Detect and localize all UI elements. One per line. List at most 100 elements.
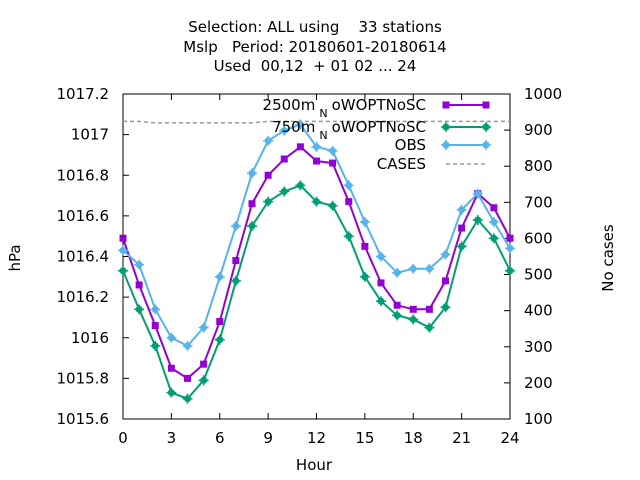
data-point-750m_N_oWOPTNoSC-arms xyxy=(295,180,306,191)
legend-item: OBS xyxy=(395,136,491,154)
y2-axis-label: No cases xyxy=(599,224,617,292)
chart-title-line-3: Used 00,12 + 01 02 ... 24 xyxy=(214,57,417,75)
y2-tick-label: 300 xyxy=(524,338,553,356)
data-point-OBS-arms xyxy=(343,180,354,191)
legend-marker-arms xyxy=(481,140,491,150)
data-point-750m_N_oWOPTNoSC-arms xyxy=(472,214,483,225)
y2-tick-label: 1000 xyxy=(524,85,562,103)
y2-tick-label: 200 xyxy=(524,374,553,392)
data-point-750m_N_oWOPTNoSC-arms xyxy=(263,196,274,207)
data-point-OBS-arms xyxy=(214,271,225,282)
data-point-OBS-arms xyxy=(408,263,419,274)
data-point-750m_N_oWOPTNoSC-arms xyxy=(166,387,177,398)
data-point-2500m_N_oWOPTNoSC xyxy=(313,157,320,165)
y-tick-label: 1015.6 xyxy=(57,410,110,428)
data-point-2500m_N_oWOPTNoSC xyxy=(167,364,175,372)
data-point-750m_N_oWOPTNoSC-arms xyxy=(198,375,209,386)
x-tick-label: 6 xyxy=(215,429,225,447)
data-point-OBS-arms xyxy=(311,141,322,152)
data-point-OBS-arms xyxy=(166,332,177,343)
x-tick-label: 12 xyxy=(307,429,326,447)
x-tick-label: 21 xyxy=(452,429,471,447)
data-point-OBS-arms xyxy=(118,245,128,256)
series-line-CASES xyxy=(123,120,510,124)
data-point-750m_N_oWOPTNoSC-arms xyxy=(424,322,435,333)
data-point-2500m_N_oWOPTNoSC xyxy=(442,277,449,285)
data-point-2500m_N_oWOPTNoSC xyxy=(216,318,224,325)
data-point-750m_N_oWOPTNoSC-arms xyxy=(392,310,403,321)
data-point-OBS-arms xyxy=(150,304,161,315)
data-point-750m_N_oWOPTNoSC-arms xyxy=(376,296,386,307)
data-point-2500m_N_oWOPTNoSC xyxy=(345,198,353,206)
data-point-750m_N_oWOPTNoSC-arms xyxy=(182,393,193,404)
legend-marker xyxy=(442,101,450,109)
x-tick-label: 24 xyxy=(500,429,519,447)
y-tick-label: 1017 xyxy=(71,126,109,144)
data-point-750m_N_oWOPTNoSC-arms xyxy=(134,304,145,315)
data-point-2500m_N_oWOPTNoSC xyxy=(264,171,272,179)
data-point-750m_N_oWOPTNoSC-arms xyxy=(505,265,515,276)
data-point-OBS-arms xyxy=(230,221,241,232)
data-point-OBS-arms xyxy=(424,263,435,274)
data-point-OBS-arms xyxy=(505,243,515,254)
data-point-750m_N_oWOPTNoSC-arms xyxy=(247,221,257,232)
data-point-2500m_N_oWOPTNoSC xyxy=(458,224,466,232)
legend-item: CASES xyxy=(377,155,486,173)
x-tick-label: 9 xyxy=(263,429,273,447)
data-point-750m_N_oWOPTNoSC-arms xyxy=(327,200,338,211)
data-point-2500m_N_oWOPTNoSC xyxy=(329,159,337,167)
x-tick-label: 18 xyxy=(404,429,423,447)
data-point-OBS-arms xyxy=(376,251,386,262)
data-point-2500m_N_oWOPTNoSC xyxy=(135,281,143,289)
data-point-2500m_N_oWOPTNoSC xyxy=(409,305,417,313)
data-point-2500m_N_oWOPTNoSC xyxy=(490,204,498,212)
data-point-750m_N_oWOPTNoSC-arms xyxy=(359,271,370,282)
legend-marker xyxy=(482,101,490,109)
data-point-750m_N_oWOPTNoSC-arms xyxy=(343,231,354,242)
data-point-2500m_N_oWOPTNoSC xyxy=(425,305,433,313)
series-line-750m_N_oWOPTNoSC xyxy=(122,184,511,400)
data-point-OBS-arms xyxy=(134,259,145,270)
y-tick-label: 1016 xyxy=(71,329,109,347)
legend-marker-arms xyxy=(481,122,491,132)
chart-title-line-1: Selection: ALL using 33 stations xyxy=(188,18,442,36)
x-tick-label: 3 xyxy=(167,429,177,447)
y2-tick-label: 600 xyxy=(524,229,553,247)
data-point-2500m_N_oWOPTNoSC xyxy=(361,242,369,250)
data-point-2500m_N_oWOPTNoSC xyxy=(280,155,288,163)
data-point-OBS-arms xyxy=(488,216,499,227)
plot-area: 0 3 6 9 12 15 18 21 24 1015.6 1015.8 1016 1016.2 1016… xyxy=(57,85,563,447)
legend-marker-arms xyxy=(441,140,451,150)
legend-label: CASES xyxy=(377,155,426,173)
x-tick-label: 15 xyxy=(355,429,374,447)
data-point-OBS-arms xyxy=(440,249,451,260)
y2-tick-label: 400 xyxy=(524,302,553,320)
data-point-OBS-arms xyxy=(247,168,257,179)
data-point-2500m_N_oWOPTNoSC xyxy=(296,143,304,151)
data-point-2500m_N_oWOPTNoSC xyxy=(151,322,159,330)
y2-tick-label: 800 xyxy=(524,157,553,175)
data-point-750m_N_oWOPTNoSC-arms xyxy=(440,302,451,313)
legend-marker-arms xyxy=(441,122,451,132)
data-point-OBS-arms xyxy=(327,145,338,156)
data-point-750m_N_oWOPTNoSC-arms xyxy=(214,334,225,345)
legend-label: OBS xyxy=(395,136,426,154)
data-point-OBS-arms xyxy=(392,267,403,278)
y2-tick-label: 700 xyxy=(524,193,553,211)
data-point-750m_N_oWOPTNoSC-arms xyxy=(279,186,290,197)
data-point-750m_N_oWOPTNoSC-arms xyxy=(118,265,128,276)
y-tick-label: 1015.8 xyxy=(57,369,110,387)
y-axis-label: hPa xyxy=(6,244,24,271)
y2-tick-label: 900 xyxy=(524,121,553,139)
data-point-2500m_N_oWOPTNoSC xyxy=(377,279,385,287)
data-point-2500m_N_oWOPTNoSC xyxy=(248,200,256,208)
y-tick-label: 1016.8 xyxy=(57,166,110,184)
y2-tick-label: 500 xyxy=(524,266,553,284)
data-point-2500m_N_oWOPTNoSC xyxy=(184,374,191,382)
data-point-2500m_N_oWOPTNoSC xyxy=(506,234,514,242)
data-point-750m_N_oWOPTNoSC-arms xyxy=(456,241,467,252)
